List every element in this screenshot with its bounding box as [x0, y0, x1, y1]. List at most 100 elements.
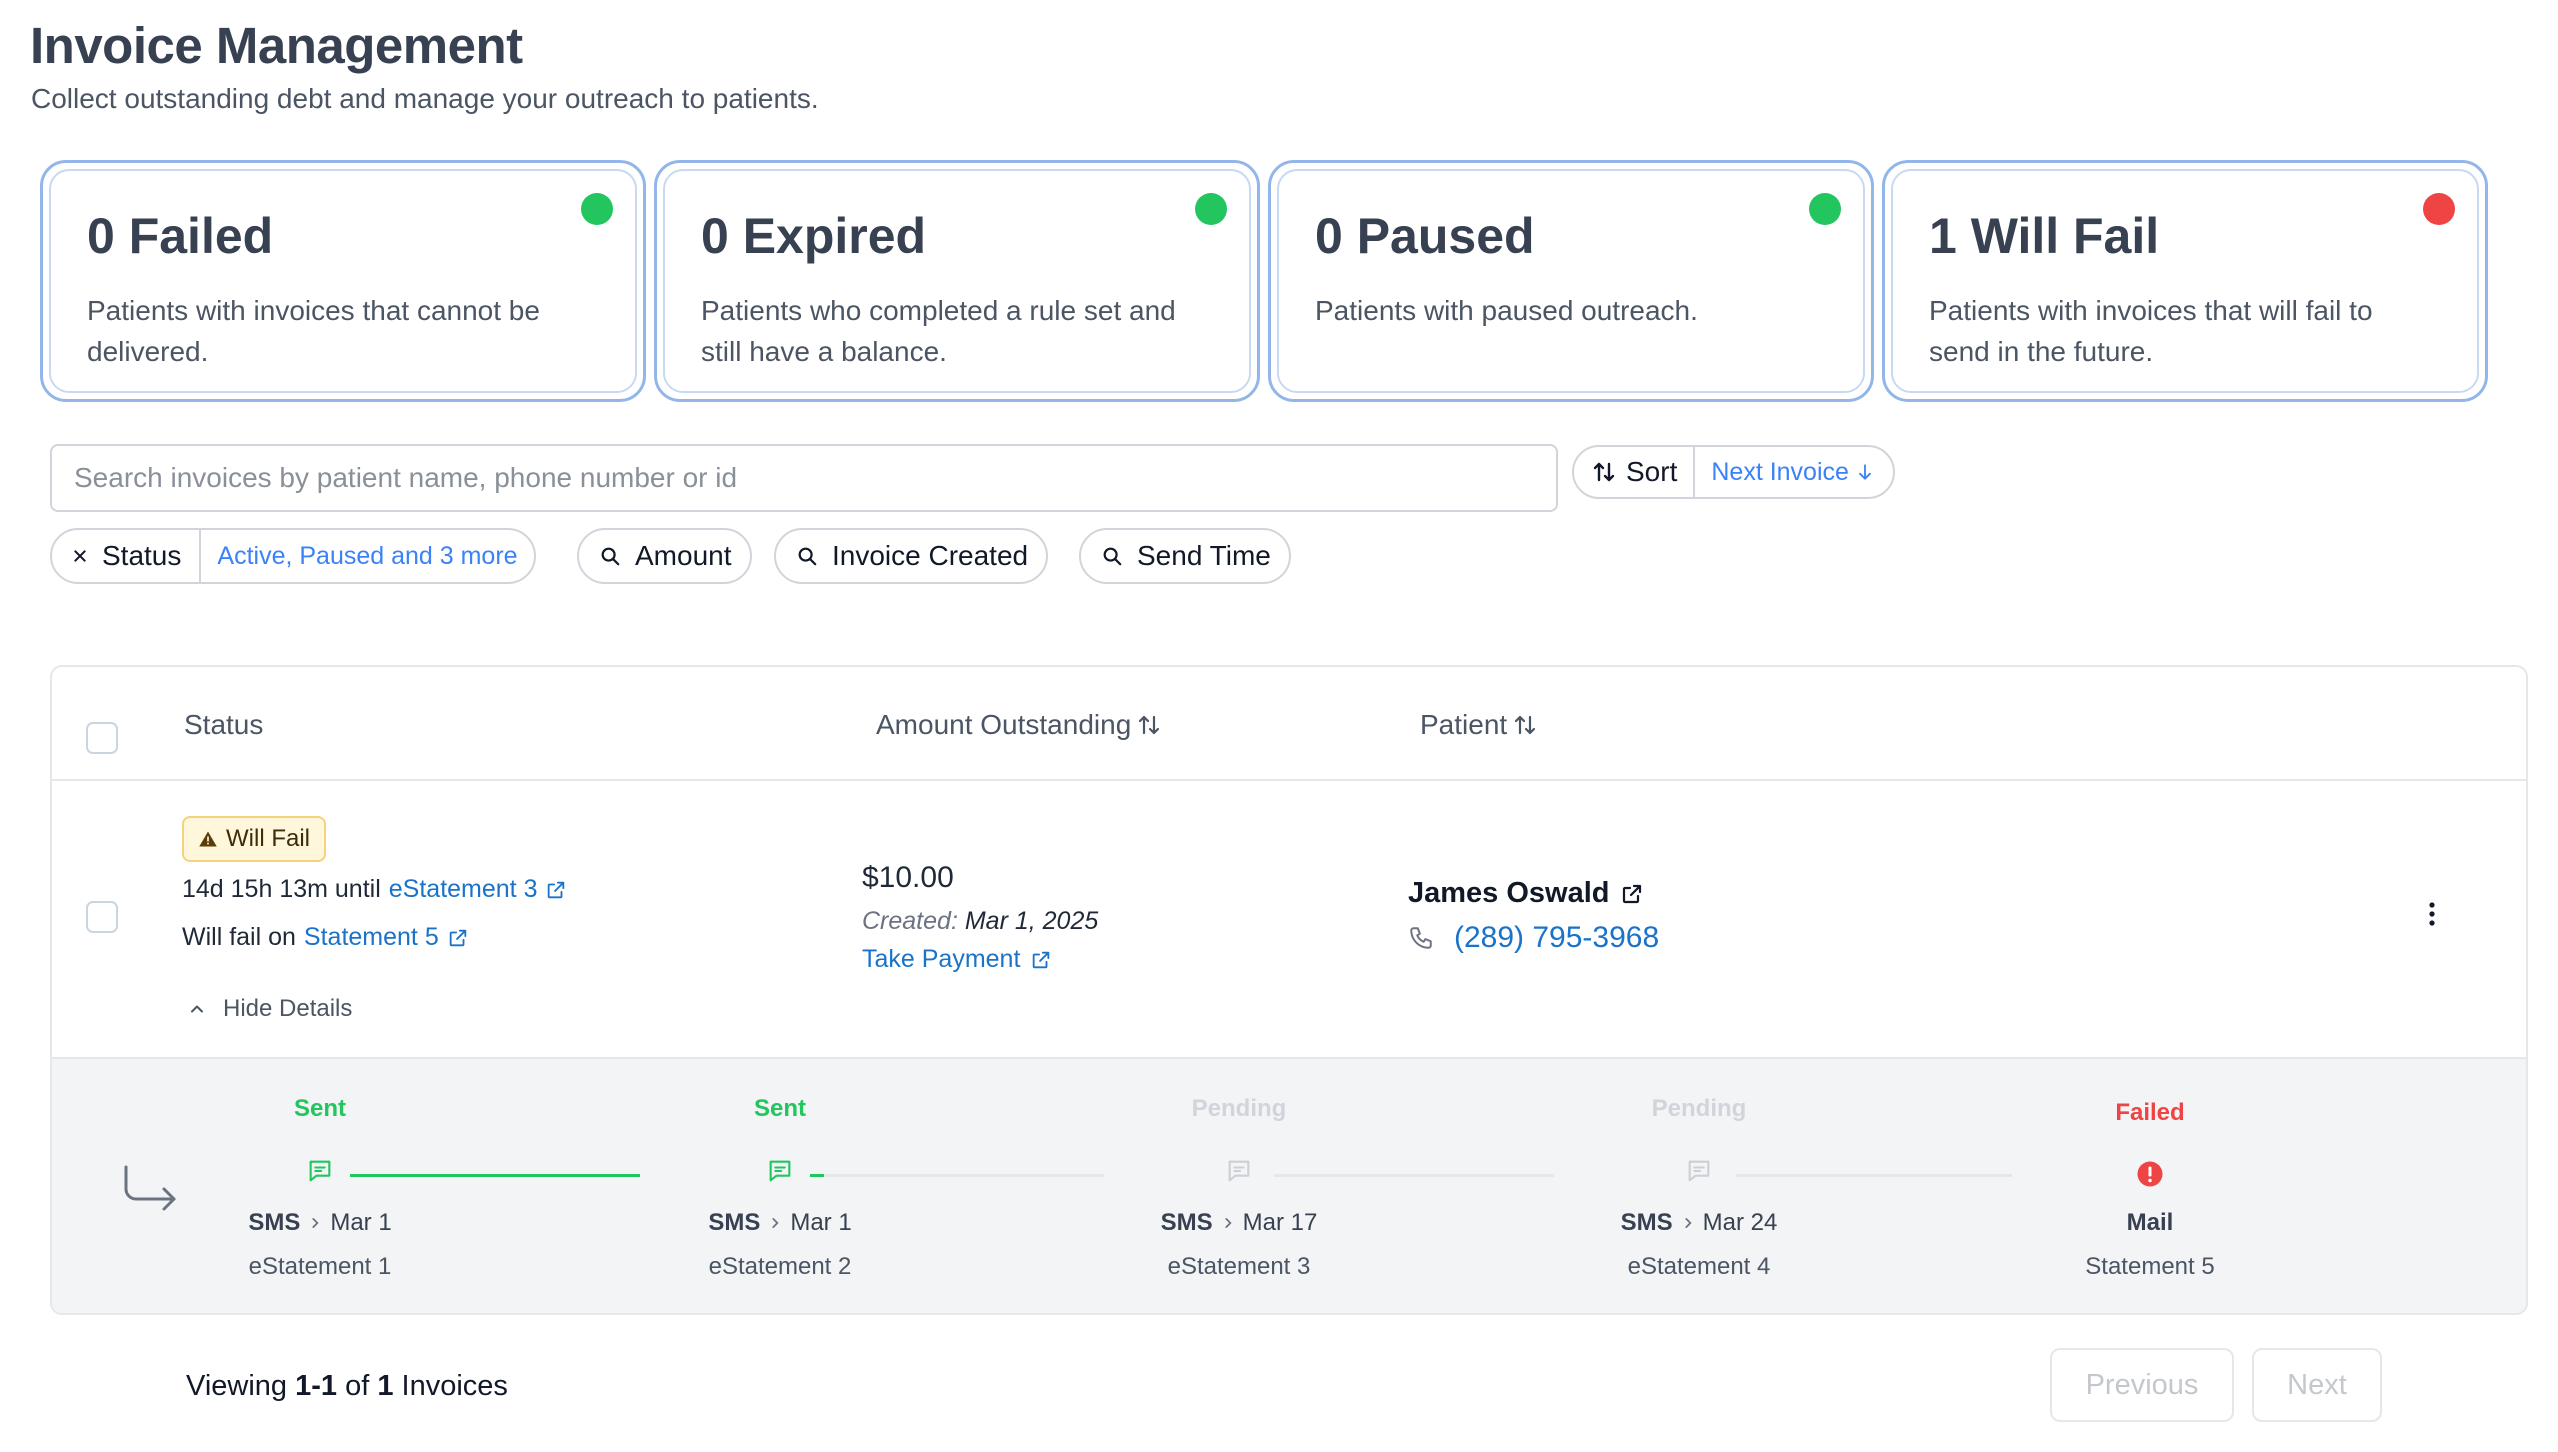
patient-phone-link[interactable]: (289) 795-3968: [1408, 921, 1659, 955]
filter-amount[interactable]: Amount: [577, 528, 752, 584]
chevron-right-icon: [312, 1218, 319, 1228]
stat-title: 1 Will Fail: [1929, 208, 2160, 264]
previous-page-button[interactable]: Previous: [2050, 1348, 2234, 1422]
return-arrow-icon: [124, 1165, 176, 1211]
filter-status-clear[interactable]: Status: [52, 530, 199, 582]
stat-card-paused[interactable]: 0 Paused Patients with paused outreach.: [1268, 160, 1874, 402]
step-channel: Mail: [2030, 1209, 2270, 1237]
step-statement-name: Statement 5: [2085, 1253, 2215, 1280]
status-indicator-dot: [1809, 193, 1841, 225]
sort-label: Sort: [1626, 456, 1678, 487]
stat-title: 0 Failed: [87, 208, 274, 264]
filter-status: Status Active, Paused and 3 more: [50, 528, 536, 584]
step-channel-date: SMS Mar 17: [1119, 1209, 1359, 1237]
patient-name: James Oswald: [1408, 877, 1610, 909]
column-header-amount[interactable]: Amount Outstanding: [876, 709, 1161, 741]
sort-button[interactable]: Sort: [1574, 447, 1696, 497]
chevron-right-icon: [1685, 1218, 1692, 1228]
step-status: Sent: [753, 1095, 806, 1122]
more-vertical-icon: [2429, 902, 2435, 926]
invoice-created-date: Created: Mar 1, 2025: [862, 907, 1098, 936]
step-channel: SMS: [708, 1209, 761, 1236]
status-indicator-dot: [1195, 193, 1227, 225]
search-input[interactable]: [50, 444, 1558, 512]
timeline-connector: [1274, 1174, 1554, 1177]
viewing-range: 1-1: [295, 1370, 338, 1402]
row-actions-menu[interactable]: [2428, 901, 2436, 932]
step-status: Sent: [293, 1095, 346, 1122]
pagination-summary: Viewing 1-1 of 1 Invoices: [186, 1370, 508, 1403]
page-title: Invoice Management: [30, 17, 523, 74]
fail-line: Will fail on Statement 5: [182, 923, 469, 952]
next-page-button[interactable]: Next: [2252, 1348, 2382, 1422]
filter-invoice-created[interactable]: Invoice Created: [774, 528, 1049, 584]
column-label: Patient: [1420, 709, 1508, 740]
select-all-checkbox[interactable]: [86, 722, 118, 754]
countdown-statement-link[interactable]: eStatement 3: [388, 875, 538, 903]
stat-description: Patients with invoices that will fail to…: [1929, 295, 2373, 367]
stat-description: Patients who completed a rule set and st…: [701, 295, 1176, 367]
close-icon: [74, 550, 86, 562]
invoice-table: Status Amount Outstanding Patient Will F…: [50, 665, 2528, 1315]
hide-details-toggle[interactable]: Hide Details: [187, 995, 352, 1023]
patient-name-link[interactable]: James Oswald: [1408, 877, 1644, 910]
column-header-status: Status: [184, 709, 263, 741]
filter-label: Invoice Created: [832, 540, 1029, 571]
step-channel-date: SMS Mar 24: [1579, 1209, 1819, 1237]
stat-card-expired[interactable]: 0 Expired Patients who completed a rule …: [654, 160, 1260, 402]
step-channel-label: Mail: [2126, 1209, 2174, 1236]
external-link-icon[interactable]: [545, 879, 567, 901]
step-status: Failed: [2115, 1099, 2185, 1126]
created-date: Mar 1, 2025: [964, 907, 1099, 935]
filter-label: Status: [102, 540, 182, 571]
timeline-progress: [810, 1174, 824, 1177]
filter-label: Amount: [635, 540, 732, 571]
sort-arrows-icon: [1139, 715, 1160, 735]
patient-phone: (289) 795-3968: [1454, 921, 1660, 954]
page-subtitle: Collect outstanding debt and manage your…: [31, 83, 819, 114]
search-icon: [798, 547, 817, 566]
take-payment-label: Take Payment: [862, 945, 1021, 973]
step-channel-date: SMS Mar 1: [660, 1209, 900, 1237]
column-label: Status: [184, 709, 264, 740]
fail-text: Will fail on: [182, 923, 296, 951]
error-icon: [2137, 1161, 2163, 1187]
filter-status-value[interactable]: Active, Paused and 3 more: [199, 530, 533, 582]
stat-title: 0 Paused: [1315, 208, 1535, 264]
external-link-icon[interactable]: [447, 927, 469, 949]
column-header-patient[interactable]: Patient: [1420, 709, 1537, 741]
stat-title: 0 Expired: [701, 208, 927, 264]
timeline-connector: [1736, 1174, 2012, 1177]
countdown-text: 14d 15h 13m until: [182, 875, 381, 903]
message-icon: [309, 1160, 331, 1182]
step-channel-date: SMS Mar 1: [200, 1209, 440, 1237]
sort-field-label: Next Invoice: [1711, 457, 1849, 486]
fail-statement-link[interactable]: Statement 5: [303, 923, 439, 951]
stat-card-will-fail[interactable]: 1 Will Fail Patients with invoices that …: [1882, 160, 2488, 402]
row-checkbox[interactable]: [86, 901, 118, 933]
column-label: Amount Outstanding: [876, 709, 1132, 740]
chevron-up-icon: [191, 1005, 203, 1013]
step-channel: SMS: [1620, 1209, 1673, 1236]
sort-field-select[interactable]: Next Invoice: [1695, 447, 1893, 497]
sort-arrows-icon: [1515, 715, 1536, 735]
stat-card-failed[interactable]: 0 Failed Patients with invoices that can…: [40, 160, 646, 402]
unit-label: Invoices: [401, 1370, 508, 1402]
filter-send-time[interactable]: Send Time: [1079, 528, 1291, 584]
search-icon: [1103, 547, 1122, 566]
sort-arrows-icon: [1593, 462, 1615, 482]
outreach-timeline: Sent SMS Mar 1 eStatement 1 Sent SMS Mar…: [52, 1057, 2526, 1313]
filter-label: Send Time: [1137, 540, 1271, 571]
take-payment-link[interactable]: Take Payment: [862, 945, 1052, 974]
table-row: Will Fail 14d 15h 13m until eStatement 3…: [52, 783, 2526, 1055]
total-count: 1: [377, 1370, 394, 1402]
chevron-right-icon: [1225, 1218, 1232, 1228]
arrow-down-icon: [1859, 464, 1871, 480]
hide-details-label: Hide Details: [223, 995, 353, 1022]
status-indicator-dot: [581, 193, 613, 225]
chevron-right-icon: [772, 1218, 779, 1228]
sort-control: Sort Next Invoice: [1572, 445, 1895, 499]
step-date: Mar 24: [1702, 1209, 1778, 1236]
step-date: Mar 1: [790, 1209, 852, 1236]
table-header: Status Amount Outstanding Patient: [52, 667, 2526, 781]
